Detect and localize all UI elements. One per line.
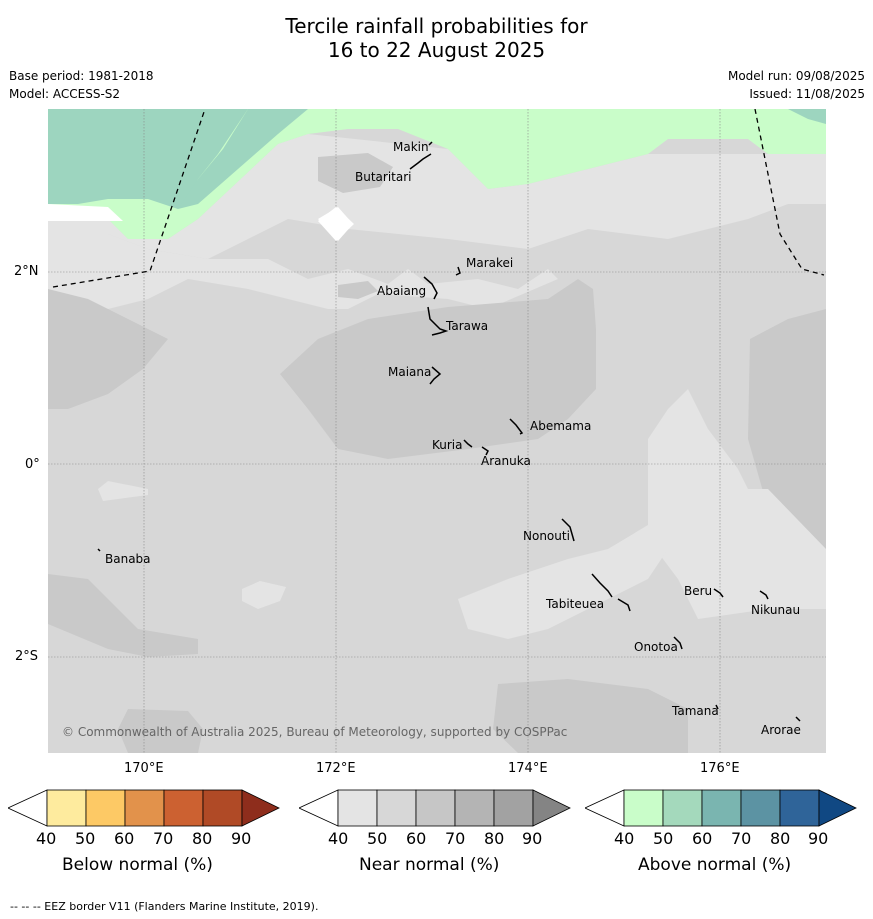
near-normal-60-patch-southwest (48, 574, 198, 657)
eez-footnote: -- -- -- EEZ border V11 (Flanders Marine… (10, 900, 319, 913)
gridlines (48, 109, 826, 753)
cb2-tick-40: 40 (328, 829, 349, 848)
cb3-tick-60: 60 (692, 829, 713, 848)
cb1-label: Below normal (%) (62, 855, 213, 875)
near-normal-40-band-north (48, 134, 826, 259)
colorbar-near-normal (299, 789, 571, 827)
place-label-banaba: Banaba (105, 552, 151, 566)
lat-tick-2s: 2°S (15, 649, 39, 664)
near-normal-40-patch-southwest (242, 581, 286, 609)
issued-date: Issued: 11/08/2025 (749, 87, 865, 101)
cb2-tick-70: 70 (445, 829, 466, 848)
cb2-label: Near normal (%) (359, 855, 500, 875)
cb2-tick-50: 50 (367, 829, 388, 848)
boundary-gap-west (48, 204, 123, 221)
near-normal-60-patch-south (118, 709, 203, 753)
lat-tick-2n: 2°N (14, 264, 39, 279)
cb1-tick-70: 70 (153, 829, 174, 848)
place-label-abemama: Abemama (530, 419, 592, 433)
eez-border (52, 109, 825, 288)
cb1-tick-50: 50 (75, 829, 96, 848)
lon-tick-174: 174°E (508, 761, 548, 776)
cb3-tick-70: 70 (731, 829, 752, 848)
place-label-abaiang: Abaiang (377, 284, 427, 298)
place-label-tarawa: Tarawa (446, 319, 489, 333)
near-normal-40-patch-south (458, 519, 668, 639)
lat-tick-0: 0° (25, 457, 40, 472)
place-label-butaritari: Butaritari (355, 170, 412, 184)
near-normal-40-band-central (48, 229, 558, 309)
place-label-maiana: Maiana (388, 365, 432, 379)
place-label-arorae: Arorae (761, 723, 801, 737)
above-normal-50-region-west (48, 109, 248, 209)
chart-title-line1: Tercile rainfall probabilities for (285, 14, 588, 38)
model-name: Model: ACCESS-S2 (9, 87, 121, 101)
cb1-tick-60: 60 (114, 829, 135, 848)
cb2-tick-60: 60 (406, 829, 427, 848)
chart-title-line2: 16 to 22 August 2025 (327, 38, 546, 62)
lon-tick-176: 176°E (700, 761, 740, 776)
place-label-aranuka: Aranuka (481, 454, 531, 468)
place-label-tabiteuea: Tabiteuea (546, 597, 605, 611)
cb2-tick-90: 90 (522, 829, 543, 848)
copyright-notice: © Commonwealth of Australia 2025, Bureau… (62, 725, 568, 739)
place-label-kuria: Kuria (432, 438, 463, 452)
place-label-nikunau: Nikunau (751, 603, 801, 617)
cb3-tick-40: 40 (614, 829, 635, 848)
cb3-tick-90: 90 (808, 829, 829, 848)
cb3-tick-80: 80 (770, 829, 791, 848)
cb3-label: Above normal (%) (638, 855, 792, 875)
cb1-tick-80: 80 (192, 829, 213, 848)
cb3-tick-50: 50 (653, 829, 674, 848)
place-label-nonouti: Nonouti (523, 529, 570, 543)
place-label-onotoa: Onotoa (634, 640, 678, 654)
base-period: Base period: 1981-2018 (9, 69, 154, 83)
colorbar-below-normal (8, 789, 280, 827)
lon-tick-170: 170°E (124, 761, 164, 776)
above-normal-50-region-east (788, 109, 826, 124)
place-label-tamana: Tamana (672, 704, 719, 718)
place-label-marakei: Marakei (466, 256, 514, 270)
near-normal-40-patch-east (648, 389, 826, 619)
colorbar-above-normal (585, 789, 857, 827)
cb2-tick-80: 80 (484, 829, 505, 848)
near-normal-40-patch-west (98, 481, 148, 501)
place-label-beru: Beru (684, 584, 713, 598)
near-normal-60-patch-west (48, 289, 168, 409)
near-normal-60-patch-north (318, 153, 393, 193)
model-run-date: Model run: 09/08/2025 (727, 69, 865, 83)
lon-tick-172: 172°E (316, 761, 356, 776)
rainfall-probability-map (48, 109, 826, 753)
near-normal-60-patch-central (280, 279, 596, 459)
boundary-gap-diamond (318, 207, 354, 241)
above-normal-50-region-diag (178, 109, 308, 209)
cb1-tick-90: 90 (231, 829, 252, 848)
islands (97, 141, 801, 722)
place-label-makin: Makin (393, 140, 429, 154)
cb1-tick-40: 40 (36, 829, 57, 848)
near-normal-60-patch-abaiang (338, 281, 378, 299)
near-normal-60-patch-southeast (493, 679, 688, 753)
